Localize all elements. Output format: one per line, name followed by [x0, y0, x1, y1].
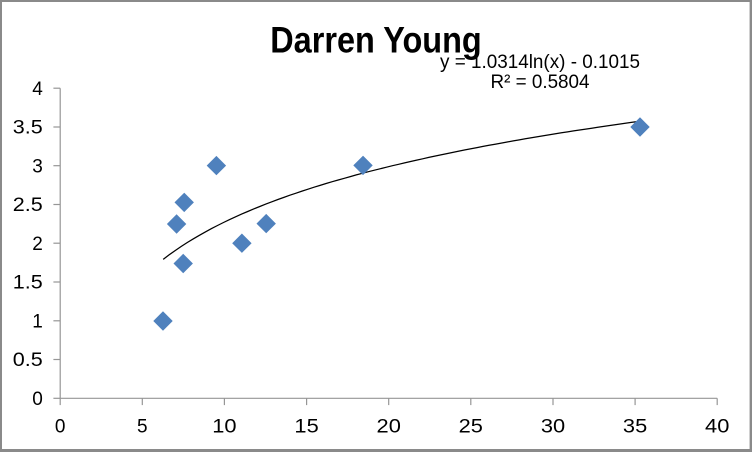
svg-text:40: 40	[705, 417, 729, 438]
svg-text:20: 20	[377, 417, 401, 438]
svg-text:4: 4	[32, 79, 43, 100]
svg-text:0.5: 0.5	[13, 350, 43, 371]
svg-text:25: 25	[459, 417, 483, 438]
svg-text:3: 3	[32, 156, 43, 177]
svg-text:Darren Young: Darren Young	[270, 19, 482, 60]
svg-text:15: 15	[294, 417, 318, 438]
svg-text:30: 30	[541, 417, 565, 438]
svg-text:1: 1	[32, 311, 43, 332]
svg-text:3.5: 3.5	[13, 118, 43, 139]
svg-text:2.5: 2.5	[13, 195, 43, 216]
svg-text:35: 35	[623, 417, 647, 438]
svg-text:2: 2	[32, 234, 43, 255]
svg-text:y = 1.0314ln(x) - 0.1015: y = 1.0314ln(x) - 0.1015	[440, 52, 640, 73]
svg-text:5: 5	[137, 417, 148, 438]
svg-text:1.5: 1.5	[13, 273, 43, 294]
svg-text:R² = 0.5804: R² = 0.5804	[491, 72, 590, 93]
svg-text:10: 10	[212, 417, 236, 438]
svg-text:0: 0	[32, 389, 43, 410]
svg-text:0: 0	[55, 417, 66, 438]
